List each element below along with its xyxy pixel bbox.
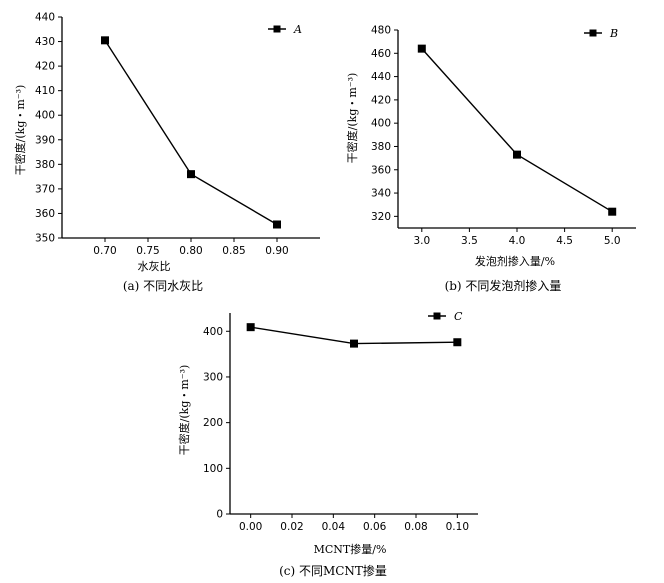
series-A-line [104, 39, 278, 226]
legend-marker [589, 29, 597, 37]
series-B-point [513, 150, 521, 159]
y-tick-label: 390 [35, 134, 55, 146]
y-tick-label: 460 [371, 48, 391, 60]
x-tick-label: 4.5 [556, 235, 573, 247]
series-A-point [273, 220, 281, 229]
legend-label: C [454, 310, 463, 323]
chart-c-xlabel: MCNT掺量/% [314, 542, 387, 556]
x-tick-label: 3.0 [413, 235, 430, 247]
y-tick-label: 420 [371, 94, 391, 106]
chart-a-series: A [101, 23, 302, 229]
series-C-point [246, 323, 255, 332]
y-tick-label: 380 [371, 141, 391, 153]
y-tick-label: 300 [203, 371, 223, 383]
legend-label: B [609, 27, 618, 40]
chart-a-caption: (a) 不同水灰比 [123, 279, 203, 293]
series-C-point [350, 339, 358, 348]
x-tick-label: 0.70 [93, 245, 116, 257]
chart-a-yticks: 350 360 370 380 390 400 410 420 430 440 [35, 12, 62, 245]
x-tick-label: 0.08 [404, 521, 427, 533]
y-tick-label: 440 [35, 12, 55, 24]
chart-b-xticks: 3.0 3.5 4.0 4.5 5.0 [413, 228, 621, 247]
y-tick-label: 420 [35, 61, 55, 73]
x-tick-label: 0.75 [136, 245, 159, 257]
legend-label: A [293, 23, 302, 36]
x-tick-label: 0.06 [363, 521, 387, 533]
chart-c-series: C [246, 310, 463, 348]
y-tick-label: 360 [35, 208, 55, 220]
chart-b-yticks: 320 340 360 380 400 420 440 460 480 [371, 25, 398, 223]
x-tick-label: 0.85 [222, 245, 245, 257]
chart-b: 320 340 360 380 400 420 440 460 480 3.0 3.5 4.0 4.5… [345, 25, 636, 293]
y-tick-label: 200 [203, 417, 223, 429]
y-tick-label: 350 [35, 233, 55, 245]
y-tick-label: 480 [371, 25, 391, 37]
series-B-point [608, 207, 617, 216]
chart-c-ylabel: 干密度/(kg・m⁻³) [177, 365, 191, 456]
chart-a-xticks: 0.70 0.75 0.80 0.85 0.90 [93, 238, 289, 257]
x-tick-label: 3.5 [461, 235, 478, 247]
y-tick-label: 320 [371, 211, 391, 223]
series-A-point [187, 170, 195, 179]
series-C-point [453, 338, 462, 347]
chart-c: 0 100 200 300 400 0.00 0.02 0.04 0.06 0.08 0.10 C… [177, 310, 478, 578]
chart-a-xlabel: 水灰比 [138, 259, 171, 273]
chart-c-yticks: 0 100 200 300 400 [203, 326, 230, 521]
chart-b-xlabel: 发泡剂掺入量/% [475, 254, 555, 268]
x-tick-label: 0.90 [265, 245, 288, 257]
chart-b-ylabel: 干密度/(kg・m⁻³) [345, 73, 359, 164]
x-tick-label: 0.00 [239, 521, 262, 533]
y-tick-label: 340 [371, 188, 391, 200]
chart-c-xticks: 0.00 0.02 0.04 0.06 0.08 0.10 [239, 514, 469, 533]
x-tick-label: 0.04 [322, 521, 346, 533]
chart-a-ylabel: 干密度/(kg・m⁻³) [13, 85, 27, 176]
chart-c-caption: (c) 不同MCNT掺量 [279, 563, 387, 578]
y-tick-label: 400 [35, 110, 55, 122]
x-tick-label: 0.80 [179, 245, 202, 257]
series-B-line [421, 48, 613, 213]
y-tick-label: 430 [35, 36, 55, 48]
x-tick-label: 5.0 [604, 235, 621, 247]
chart-b-series: B [417, 27, 618, 216]
x-tick-label: 0.10 [446, 521, 469, 533]
chart-b-caption: (b) 不同发泡剂掺入量 [445, 278, 562, 293]
legend-marker [433, 312, 441, 320]
y-tick-label: 400 [203, 326, 223, 338]
y-tick-label: 400 [371, 118, 391, 130]
y-tick-label: 360 [371, 164, 391, 176]
legend-marker [273, 25, 281, 33]
x-tick-label: 0.02 [280, 521, 303, 533]
series-A-point [101, 36, 109, 45]
y-tick-label: 100 [203, 463, 223, 475]
x-tick-label: 4.0 [509, 235, 526, 247]
y-tick-label: 440 [371, 71, 391, 83]
y-tick-label: 370 [35, 183, 55, 195]
series-B-point [417, 44, 426, 53]
y-tick-label: 410 [35, 85, 55, 97]
y-tick-label: 380 [35, 159, 55, 171]
y-tick-label: 0 [216, 509, 223, 521]
